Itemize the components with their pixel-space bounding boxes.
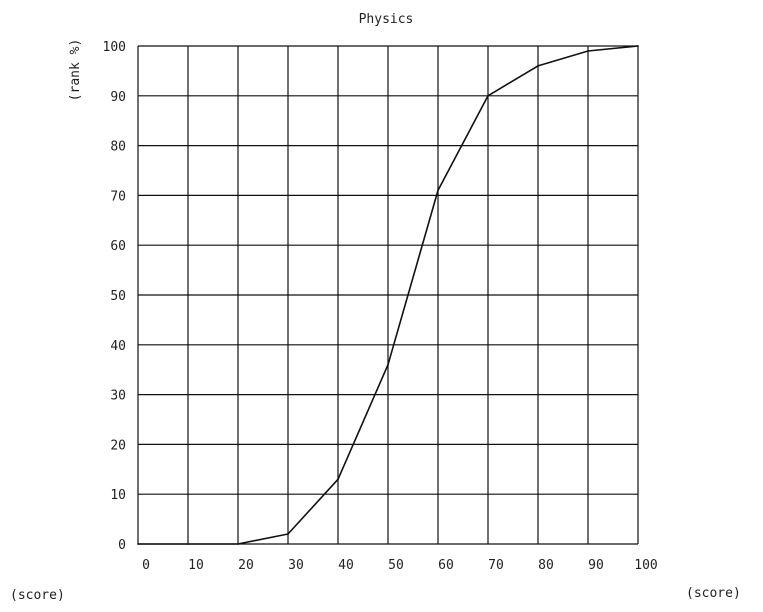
y-tick-label: 90	[110, 90, 126, 105]
data-point	[537, 65, 539, 67]
x-tick-label: 80	[538, 558, 554, 573]
x-tick-label: 60	[438, 558, 454, 573]
data-point	[237, 543, 239, 545]
x-tick-label: 90	[588, 558, 604, 573]
chart-title: Physics	[359, 12, 414, 27]
y-tick-label: 70	[110, 189, 126, 204]
x-tick-label: 70	[488, 558, 504, 573]
x-axis-label-left: (score)	[10, 588, 65, 603]
y-tick-label: 60	[110, 239, 126, 254]
x-tick-label: 50	[388, 558, 404, 573]
data-point	[137, 543, 139, 545]
x-axis-label: (score)	[686, 586, 741, 601]
y-tick-label: 40	[110, 339, 126, 354]
y-tick-label: 20	[110, 438, 126, 453]
data-point	[437, 189, 439, 192]
data-point	[587, 50, 589, 52]
data-point	[337, 478, 339, 481]
y-tick-label: 0	[118, 538, 126, 553]
y-axis-ticks: 0 10 20 30 40 50 60 70 80 90 100	[103, 40, 126, 553]
x-tick-label: 40	[338, 558, 354, 573]
data-point	[387, 363, 389, 366]
y-tick-label: 50	[110, 289, 126, 304]
y-tick-label: 30	[110, 389, 126, 404]
data-point	[287, 533, 289, 535]
x-tick-label: 0	[142, 558, 150, 573]
series-layer	[137, 45, 639, 545]
x-tick-label: 100	[634, 558, 657, 573]
data-point	[487, 94, 489, 97]
grid	[137, 45, 639, 545]
data-point	[187, 543, 189, 545]
y-tick-label: 80	[110, 140, 126, 155]
y-tick-label: 100	[103, 40, 126, 55]
y-tick-label: 10	[110, 488, 126, 503]
x-tick-label: 20	[238, 558, 254, 573]
x-axis-ticks: 0 10 20 30 40 50 60 70 80 90 100	[142, 558, 658, 573]
data-point	[637, 45, 639, 47]
y-axis-label: (rank %)	[68, 39, 83, 102]
x-tick-label: 30	[288, 558, 304, 573]
x-tick-label: 10	[188, 558, 204, 573]
